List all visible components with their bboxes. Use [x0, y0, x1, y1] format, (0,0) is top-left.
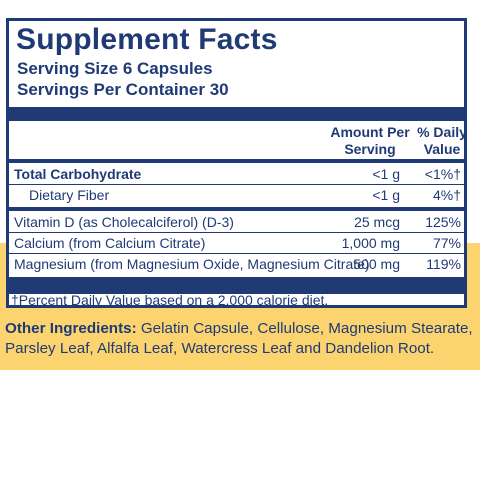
- daily-value-footnote: †Percent Daily Value based on a 2,000 ca…: [11, 292, 329, 308]
- dv-header-line2: Value: [423, 141, 461, 157]
- row-amount-magnesium: 500 mg: [353, 256, 400, 272]
- row-dv-dietary-fiber: 4%†: [432, 187, 461, 203]
- row-divider: [9, 232, 464, 233]
- servings-per-container: Servings Per Container 30: [17, 80, 229, 99]
- row-amount-dietary-fiber: <1 g: [372, 187, 400, 203]
- row-divider: [9, 184, 464, 185]
- row-dv-total-carbohydrate: <1%†: [424, 166, 461, 182]
- row-dv-calcium: 77%: [432, 235, 461, 251]
- row-label-dietary-fiber: Dietary Fiber: [29, 187, 110, 203]
- other-ingredients-label: Other Ingredients:: [5, 320, 137, 337]
- header-divider: [9, 159, 464, 163]
- row-dv-magnesium: 119%: [426, 256, 461, 272]
- section-divider: [9, 207, 464, 211]
- panel-title: Supplement Facts: [16, 23, 278, 56]
- serving-size: Serving Size 6 Capsules: [17, 59, 213, 78]
- row-label-calcium: Calcium (from Calcium Citrate): [14, 235, 206, 251]
- amount-header-line1: Amount Per: [330, 124, 410, 140]
- thick-divider-footnote: [9, 277, 464, 291]
- row-amount-total-carbohydrate: <1 g: [372, 166, 400, 182]
- row-label-vitamin-d: Vitamin D (as Cholecalciferol) (D-3): [14, 214, 234, 230]
- amount-header-line2: Serving: [344, 141, 396, 157]
- row-label-magnesium: Magnesium (from Magnesium Oxide, Magnesi…: [14, 256, 370, 272]
- row-divider: [9, 253, 464, 254]
- daily-value-header: % Daily Value: [414, 124, 470, 158]
- supplement-facts-panel: Supplement Facts Serving Size 6 Capsules…: [6, 18, 467, 308]
- dv-header-line1: % Daily: [417, 124, 467, 140]
- row-label-total-carbohydrate: Total Carbohydrate: [14, 166, 142, 182]
- row-dv-vitamin-d: 125%: [425, 214, 461, 230]
- amount-per-serving-header: Amount Per Serving: [321, 124, 419, 158]
- row-amount-calcium: 1,000 mg: [341, 235, 400, 251]
- thick-divider-top: [9, 107, 464, 121]
- other-ingredients-text: Gelatin Capsule, Cellulose, Magnesium St…: [5, 320, 473, 357]
- other-ingredients: Other Ingredients: Gelatin Capsule, Cell…: [5, 319, 475, 359]
- row-amount-vitamin-d: 25 mcg: [354, 214, 400, 230]
